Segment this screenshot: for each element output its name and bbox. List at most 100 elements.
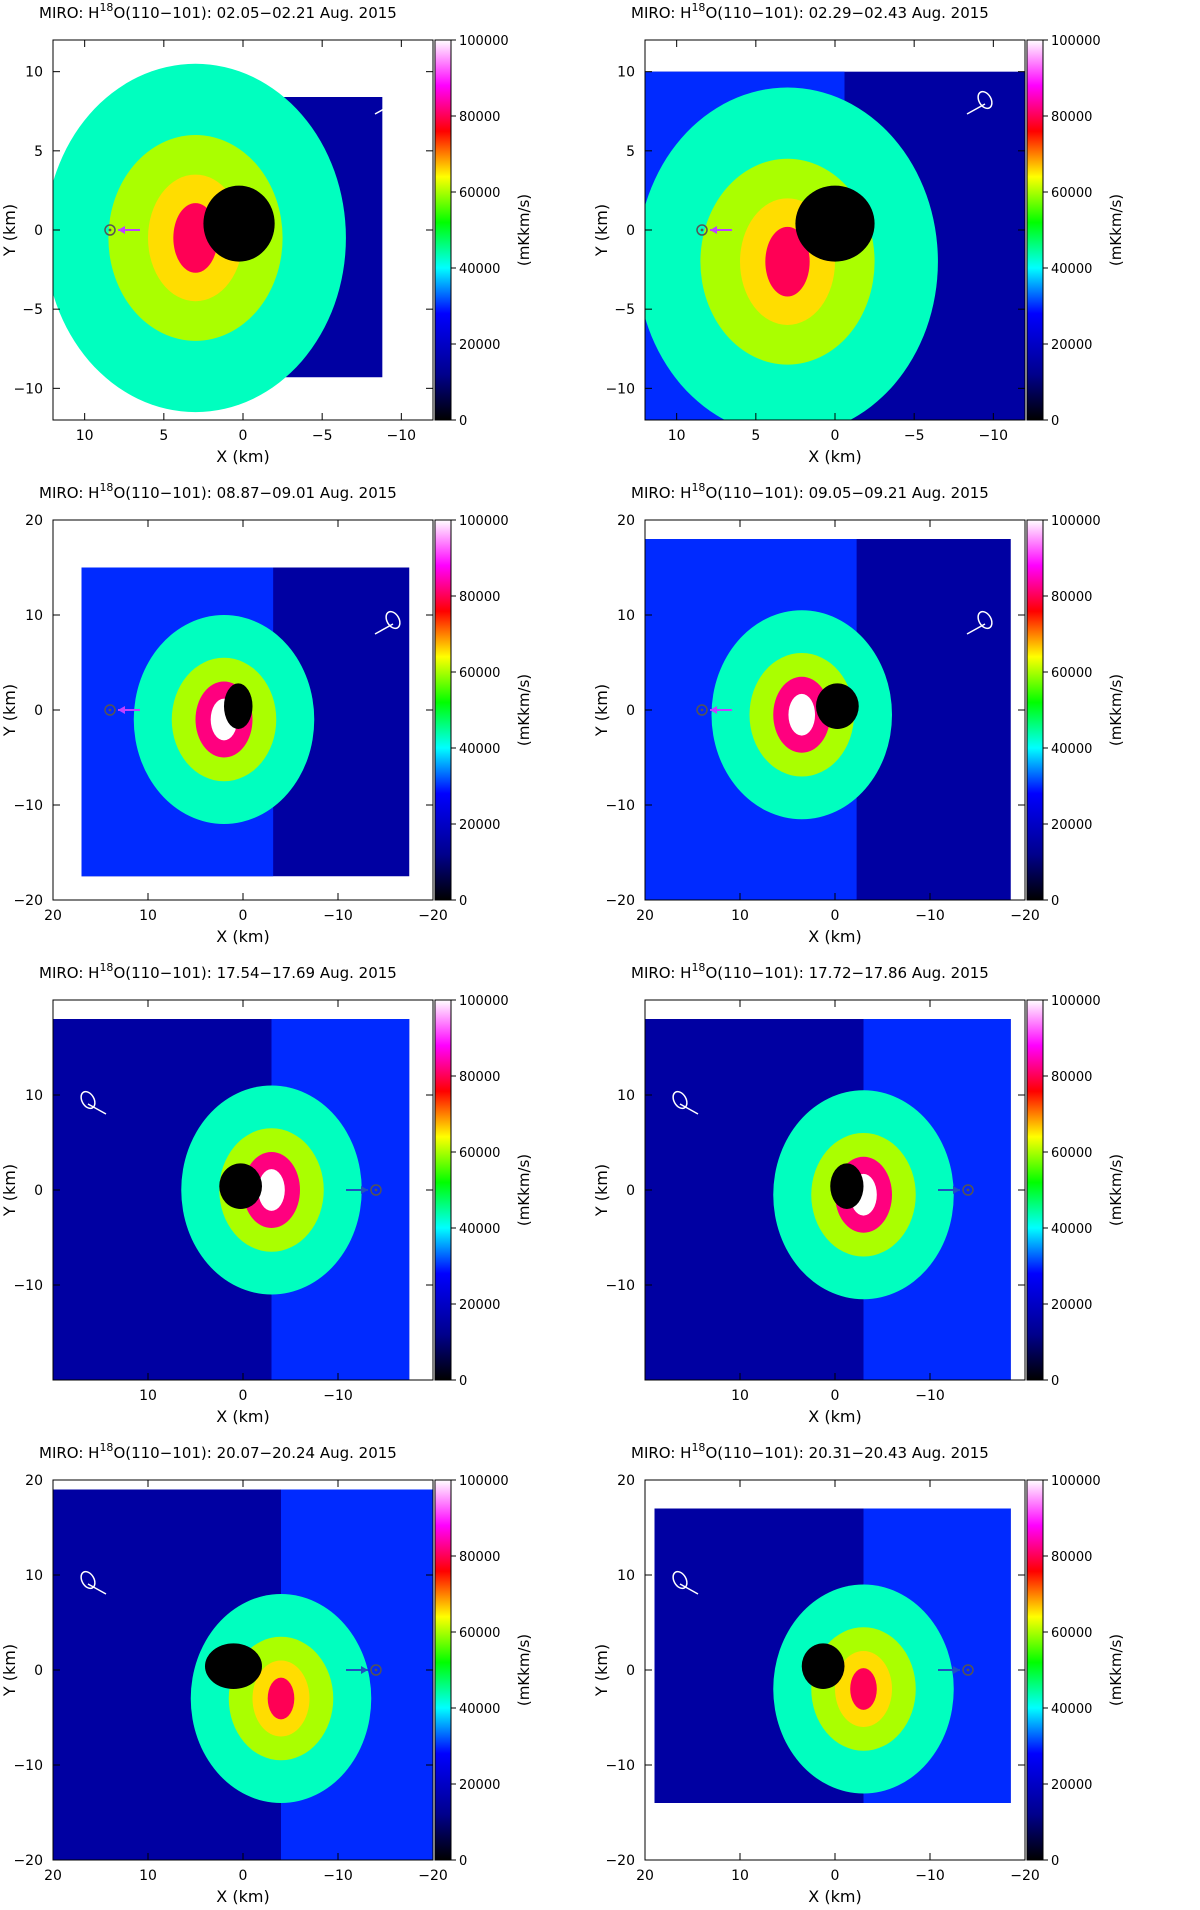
colorbar-tick-label: 100000 xyxy=(459,514,509,529)
rotation-loop xyxy=(977,90,993,110)
title-suffix: O(110−101): 20.07−20.24 Aug. 2015 xyxy=(113,1444,396,1462)
sun-direction-marker xyxy=(104,704,140,716)
title-prefix: MIRO: H xyxy=(631,1444,691,1462)
y-tick-label: −10 xyxy=(13,1278,43,1294)
sun-direction-marker xyxy=(346,1184,382,1196)
colorbar-unit-label: (mKkm/s) xyxy=(515,1154,533,1226)
colorbar-tick-label: 80000 xyxy=(1051,1550,1092,1565)
field-peak-core xyxy=(267,1677,295,1720)
x-tick-label: −10 xyxy=(323,1388,353,1404)
y-tick-label: −10 xyxy=(13,798,43,814)
sun-icon-dot xyxy=(700,228,704,232)
field-peak-core xyxy=(850,1668,877,1710)
x-tick-label: −10 xyxy=(915,1388,945,1404)
sun-icon xyxy=(104,224,116,236)
colorbar-tick-label: 0 xyxy=(459,1374,467,1389)
y-tick-label: 0 xyxy=(34,1663,43,1679)
rotation-loop xyxy=(80,1570,96,1590)
y-tick-label: −5 xyxy=(614,302,635,318)
sun-arrow-head xyxy=(361,1186,368,1194)
chart-panel-4: MIRO: H18O(110−101): 09.05−09.21 Aug. 20… xyxy=(592,481,1125,946)
rotation-loop xyxy=(672,1090,688,1110)
sun-arrow-head xyxy=(710,706,717,714)
colorbar-tick-label: 100000 xyxy=(1051,34,1101,49)
rotation-axis-icon xyxy=(80,1090,107,1115)
x-tick-label: −10 xyxy=(323,908,353,924)
y-axis-label: Y (km) xyxy=(0,204,19,257)
colorbar-unit-label: (mKkm/s) xyxy=(1107,674,1125,746)
sun-icon-dot xyxy=(700,708,704,712)
x-tick-label: −20 xyxy=(418,1868,448,1884)
x-tick-label: −10 xyxy=(323,1868,353,1884)
rotation-loop xyxy=(385,610,401,630)
title-superscript: 18 xyxy=(691,961,705,974)
rotation-axis-icon xyxy=(374,90,401,115)
x-tick-label: 5 xyxy=(159,428,168,444)
colorbar-tick-label: 100000 xyxy=(459,1474,509,1489)
rotation-axis-icon xyxy=(672,1570,699,1595)
colorbar xyxy=(434,519,452,901)
colorbar-tick-label: 100000 xyxy=(1051,994,1101,1009)
colorbar xyxy=(1026,39,1044,421)
colorbar-tick-label: 0 xyxy=(459,1854,467,1869)
x-tick-label: −10 xyxy=(915,908,945,924)
sun-icon-dot xyxy=(374,1188,378,1192)
y-axis-label: Y (km) xyxy=(592,1644,611,1697)
rotation-loop xyxy=(977,610,993,630)
y-tick-label: −20 xyxy=(13,893,43,909)
rotation-axis-line xyxy=(966,103,986,115)
panel-title: MIRO: H18O(110−101): 08.87−09.01 Aug. 20… xyxy=(39,481,397,502)
x-tick-label: −10 xyxy=(915,1868,945,1884)
chart-panel-7: MIRO: H18O(110−101): 20.07−20.24 Aug. 20… xyxy=(0,1441,533,1906)
x-tick-label: 5 xyxy=(751,428,760,444)
y-tick-label: 10 xyxy=(617,65,635,81)
y-axis-label: Y (km) xyxy=(592,1164,611,1217)
sun-icon xyxy=(370,1664,382,1676)
sun-icon-dot xyxy=(108,708,112,712)
x-axis-label: X (km) xyxy=(808,1407,861,1426)
y-tick-label: −10 xyxy=(605,798,635,814)
y-tick-label: −10 xyxy=(605,1278,635,1294)
sun-icon xyxy=(696,704,708,716)
rotation-axis-line xyxy=(374,623,394,635)
colorbar xyxy=(1026,1479,1044,1861)
panel-title: MIRO: H18O(110−101): 09.05−09.21 Aug. 20… xyxy=(631,481,989,502)
y-tick-label: 20 xyxy=(617,513,635,529)
colorbar-tick-label: 20000 xyxy=(459,1778,500,1793)
y-tick-label: 10 xyxy=(617,608,635,624)
y-tick-label: 0 xyxy=(626,703,635,719)
nucleus-shadow xyxy=(795,185,875,262)
colorbar-tick-label: 40000 xyxy=(459,1702,500,1717)
plot-area xyxy=(53,1489,433,1860)
colorbar-unit-label: (mKkm/s) xyxy=(515,194,533,266)
colorbar-unit-label: (mKkm/s) xyxy=(1107,194,1125,266)
title-superscript: 18 xyxy=(99,1,113,14)
rotation-axis-icon xyxy=(672,1090,699,1115)
chart-panel-3: MIRO: H18O(110−101): 08.87−09.01 Aug. 20… xyxy=(0,481,533,946)
colorbar-tick-label: 60000 xyxy=(459,666,500,681)
x-tick-label: −5 xyxy=(904,428,925,444)
x-tick-label: 0 xyxy=(239,428,248,444)
y-tick-label: −10 xyxy=(13,1758,43,1774)
title-suffix: O(110−101): 17.54−17.69 Aug. 2015 xyxy=(113,964,396,982)
colorbar-tick-label: 60000 xyxy=(459,1146,500,1161)
x-axis-label: X (km) xyxy=(216,927,269,946)
y-tick-label: 10 xyxy=(25,1568,43,1584)
colorbar-tick-label: 0 xyxy=(1051,894,1059,909)
panel-title: MIRO: H18O(110−101): 20.07−20.24 Aug. 20… xyxy=(39,1441,397,1462)
y-axis-label: Y (km) xyxy=(592,684,611,737)
y-tick-label: 10 xyxy=(617,1568,635,1584)
chart-panel-8: MIRO: H18O(110−101): 20.31−20.43 Aug. 20… xyxy=(592,1441,1125,1906)
sun-direction-marker xyxy=(938,1664,974,1676)
x-tick-label: 0 xyxy=(239,908,248,924)
sun-arrow-head xyxy=(953,1666,960,1674)
title-suffix: O(110−101): 02.29−02.43 Aug. 2015 xyxy=(705,4,988,22)
title-prefix: MIRO: H xyxy=(39,484,99,502)
rotation-axis-icon xyxy=(966,610,993,635)
title-suffix: O(110−101): 02.05−02.21 Aug. 2015 xyxy=(113,4,396,22)
x-tick-label: 0 xyxy=(831,1388,840,1404)
title-superscript: 18 xyxy=(99,481,113,494)
colorbar-tick-label: 80000 xyxy=(459,1550,500,1565)
sun-icon-dot xyxy=(966,1188,970,1192)
